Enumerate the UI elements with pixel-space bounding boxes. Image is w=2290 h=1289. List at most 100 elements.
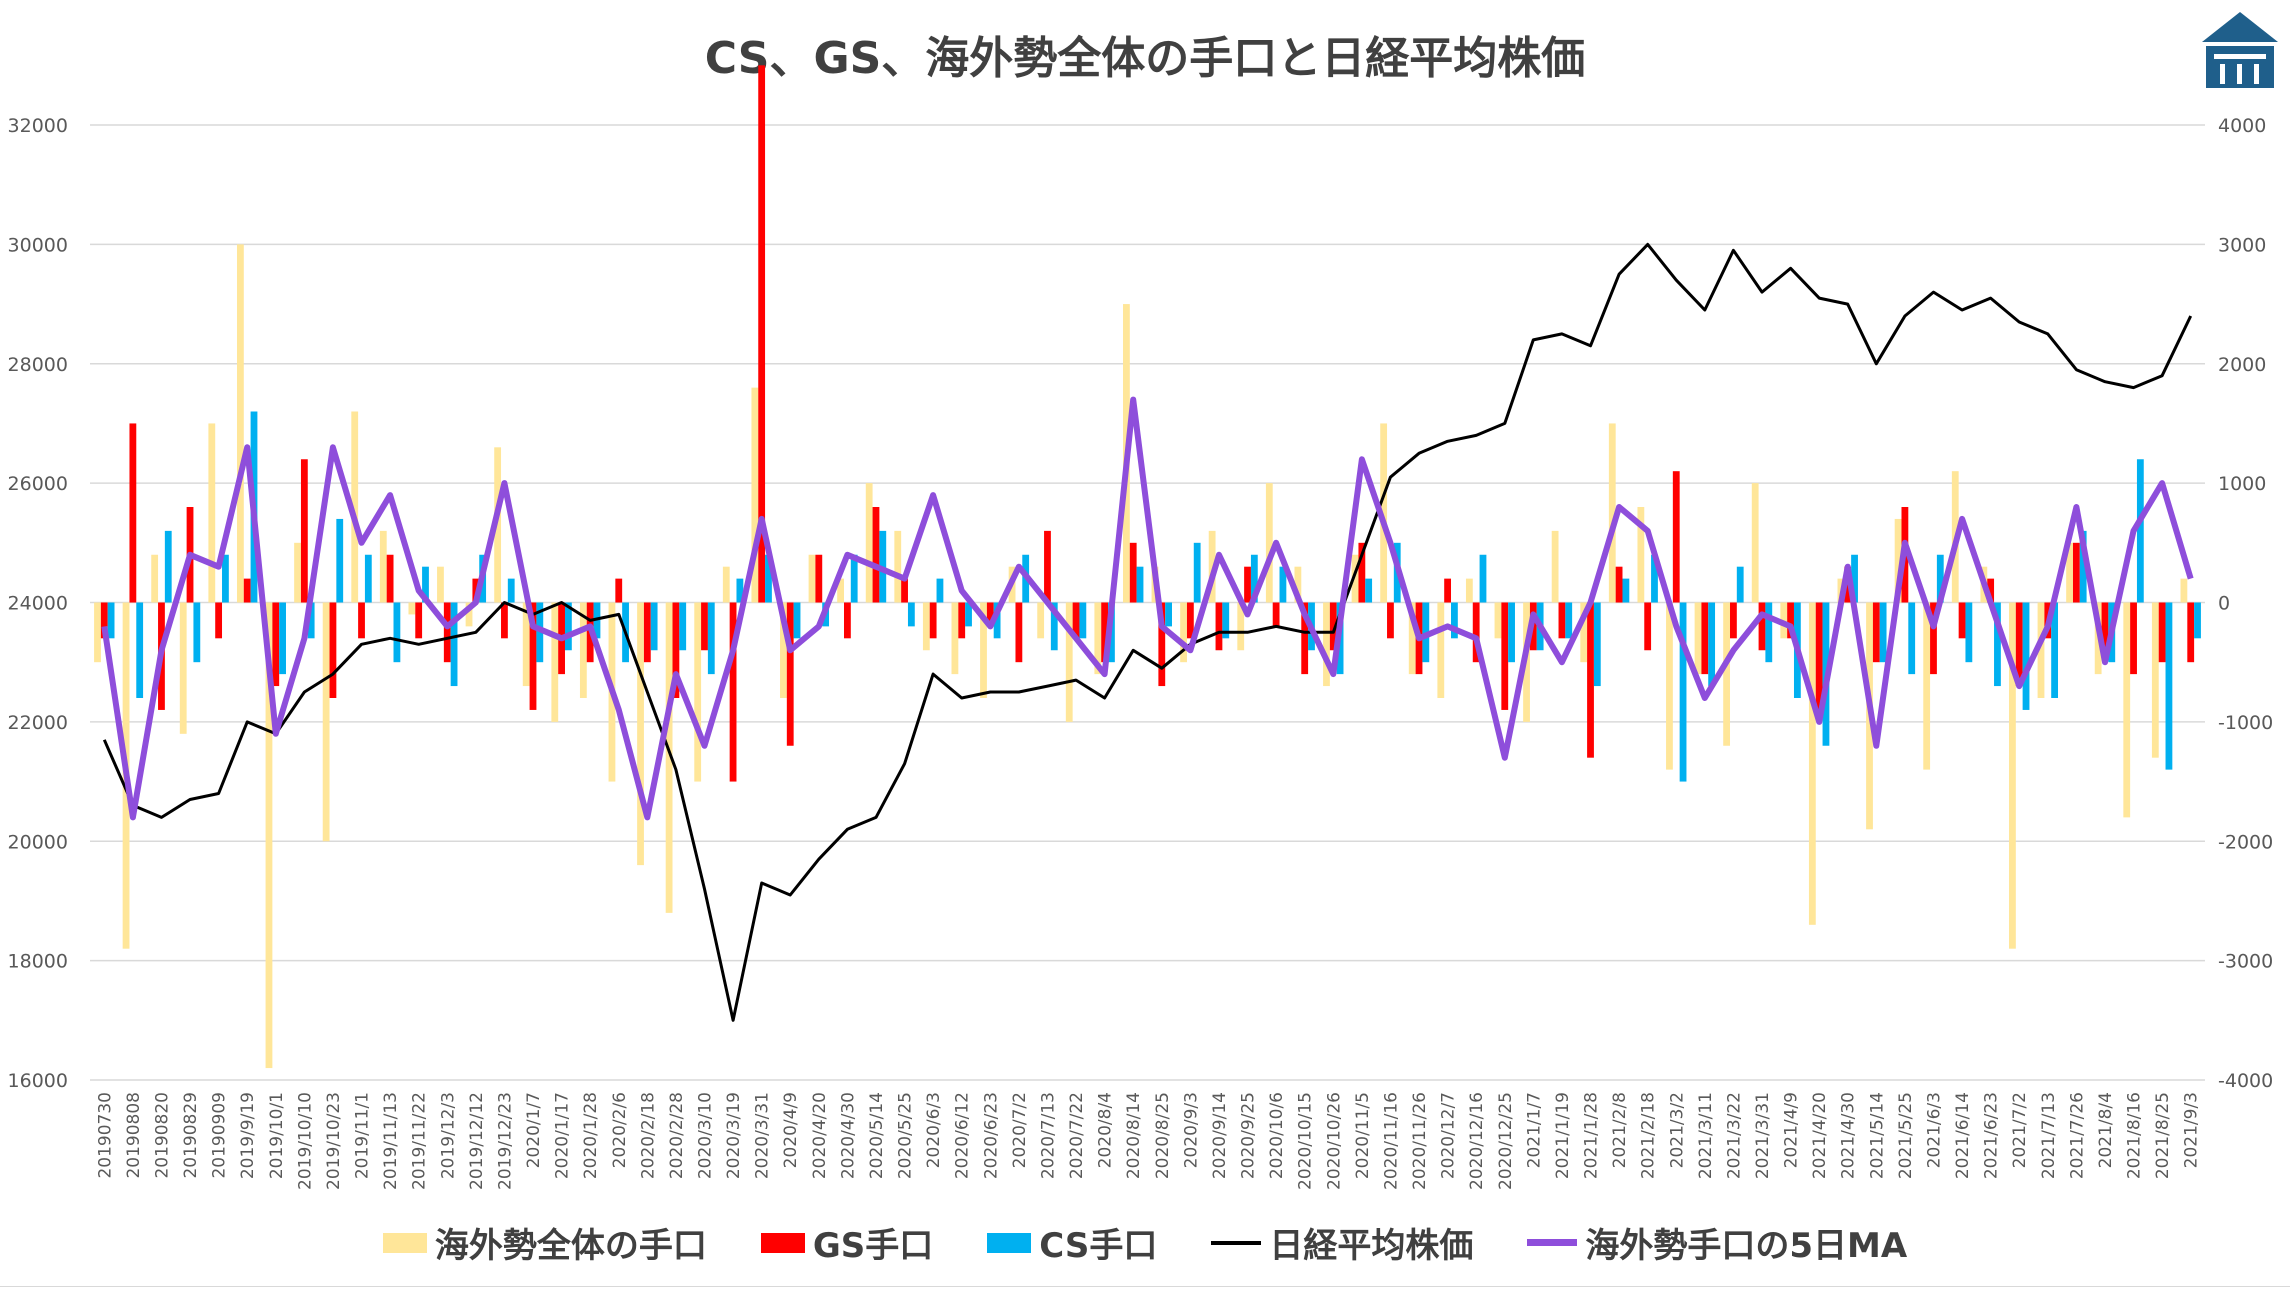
bar-2-54	[1651, 554, 1658, 603]
bar-2-55	[1679, 602, 1687, 782]
bar-2-56	[1708, 602, 1716, 687]
y-right-tick-label: 3000	[2218, 234, 2266, 256]
bar-0-72	[2151, 602, 2159, 758]
bar-1-10	[386, 554, 394, 603]
x-tick-label: 2021/5/14	[1867, 1092, 1887, 1179]
bar-2-41	[1279, 566, 1287, 603]
bar-1-33	[1044, 530, 1051, 603]
bar-0-11	[408, 602, 416, 615]
bar-0-0	[94, 602, 101, 663]
x-tick-label: 2020/6/23	[981, 1092, 1001, 1179]
bar-1-29	[929, 602, 937, 639]
y-left-tick-label: 22000	[8, 712, 68, 734]
x-tick-label: 2021/7/26	[2067, 1092, 2087, 1179]
bar-1-28	[901, 578, 908, 603]
y-right-tick-label: -2000	[2218, 831, 2273, 853]
bar-2-52	[1593, 602, 1601, 687]
bar-2-31	[993, 602, 1001, 639]
bar-1-52	[1587, 602, 1594, 758]
bar-2-47	[1451, 602, 1458, 639]
bar-0-33	[1037, 602, 1045, 639]
bar-1-67	[2015, 602, 2023, 687]
bar-1-35	[1101, 602, 1109, 663]
x-tick-label: 2020/7/13	[1038, 1092, 1058, 1179]
bar-2-48	[1479, 554, 1487, 603]
bar-1-15	[529, 602, 537, 710]
bar-2-36	[1136, 566, 1144, 603]
y-left-tick-label: 16000	[8, 1070, 68, 1092]
legend-item-4: 海外勢手口の5日MA	[1527, 1218, 1907, 1267]
bar-0-24	[780, 602, 787, 698]
bar-0-6	[265, 602, 273, 1069]
bar-1-58	[1758, 602, 1766, 651]
bar-0-53	[1608, 423, 1616, 603]
bar-2-26	[850, 554, 858, 603]
bar-1-69	[2072, 542, 2080, 603]
bar-2-20	[679, 602, 687, 651]
bar-2-40	[1250, 554, 1258, 603]
bar-1-21	[701, 602, 708, 651]
x-tick-label: 2020/3/31	[753, 1092, 773, 1179]
bar-1-47	[1444, 578, 1452, 603]
x-tick-label: 2020/10/6	[1267, 1092, 1287, 1179]
bar-1-36	[1129, 542, 1137, 603]
bar-1-59	[1787, 602, 1794, 639]
bar-0-3	[179, 602, 187, 734]
bar-0-25	[808, 554, 816, 603]
legend-label: CS手口	[1039, 1226, 1158, 1266]
bar-1-37	[1158, 602, 1166, 687]
x-tick-label: 2021/7/2	[2010, 1092, 2030, 1168]
bar-1-7	[300, 459, 308, 603]
bar-2-30	[965, 602, 972, 627]
bar-0-30	[951, 602, 959, 675]
bar-1-42	[1301, 602, 1309, 675]
bar-2-34	[1079, 602, 1087, 639]
bar-1-18	[615, 578, 623, 603]
line-series-0	[102, 242, 2193, 1022]
x-tick-label: 2021/8/4	[2096, 1092, 2116, 1168]
legend: 海外勢全体の手口 GS手口 CS手口 日経平均株価 海外勢手口の5日MA	[0, 1218, 2290, 1267]
bar-1-4	[215, 602, 223, 639]
bar-1-14	[501, 602, 508, 639]
bar-2-29	[936, 578, 944, 603]
chart-title: CS、GS、海外勢全体の手口と日経平均株価	[704, 33, 1586, 84]
x-tick-label: 2020/8/14	[1124, 1092, 1144, 1179]
x-tick-label: 2019/11/22	[410, 1092, 430, 1190]
bar-1-1	[129, 423, 137, 603]
bar-0-42	[1294, 566, 1302, 603]
bar-2-44	[1365, 578, 1373, 603]
legend-swatch	[1211, 1240, 1262, 1245]
bar-2-10	[393, 602, 401, 663]
x-tick-label: 2021/2/8	[1610, 1092, 1630, 1168]
bar-1-0	[100, 602, 108, 639]
x-tick-label: 2021/4/9	[1782, 1092, 1802, 1168]
bar-1-71	[2130, 602, 2137, 675]
bar-0-10	[379, 530, 387, 603]
x-tick-label: 2021/6/14	[1953, 1092, 1973, 1179]
bar-0-28	[894, 530, 902, 603]
bar-0-34	[1065, 602, 1073, 722]
bar-0-46	[1408, 602, 1416, 675]
legend-swatch	[987, 1232, 1032, 1253]
bar-1-64	[1930, 602, 1937, 675]
legend-swatch	[382, 1232, 427, 1253]
bar-1-27	[872, 507, 880, 603]
x-tick-label: 2019/10/1	[267, 1092, 287, 1179]
bar-1-60	[1815, 602, 1823, 710]
x-tick-label: 2021/1/28	[1582, 1092, 1602, 1179]
bar-2-51	[1565, 602, 1573, 639]
bar-2-19	[650, 602, 658, 651]
x-tick-label: 20190730	[95, 1092, 115, 1179]
x-tick-label: 2020/10/15	[1296, 1092, 1316, 1190]
bar-2-21	[707, 602, 715, 675]
bar-0-55	[1666, 602, 1673, 770]
x-tick-label: 2020/5/14	[867, 1092, 887, 1179]
bar-0-38	[1180, 602, 1187, 663]
bar-1-44	[1358, 542, 1366, 603]
building-logo-icon	[2202, 12, 2278, 88]
x-tick-label: 2020/6/12	[953, 1092, 973, 1179]
bar-0-9	[351, 411, 359, 603]
y-right-tick-label: 2000	[2218, 354, 2266, 376]
x-tick-label: 2021/6/23	[1982, 1092, 2002, 1179]
bar-1-22	[729, 602, 737, 782]
